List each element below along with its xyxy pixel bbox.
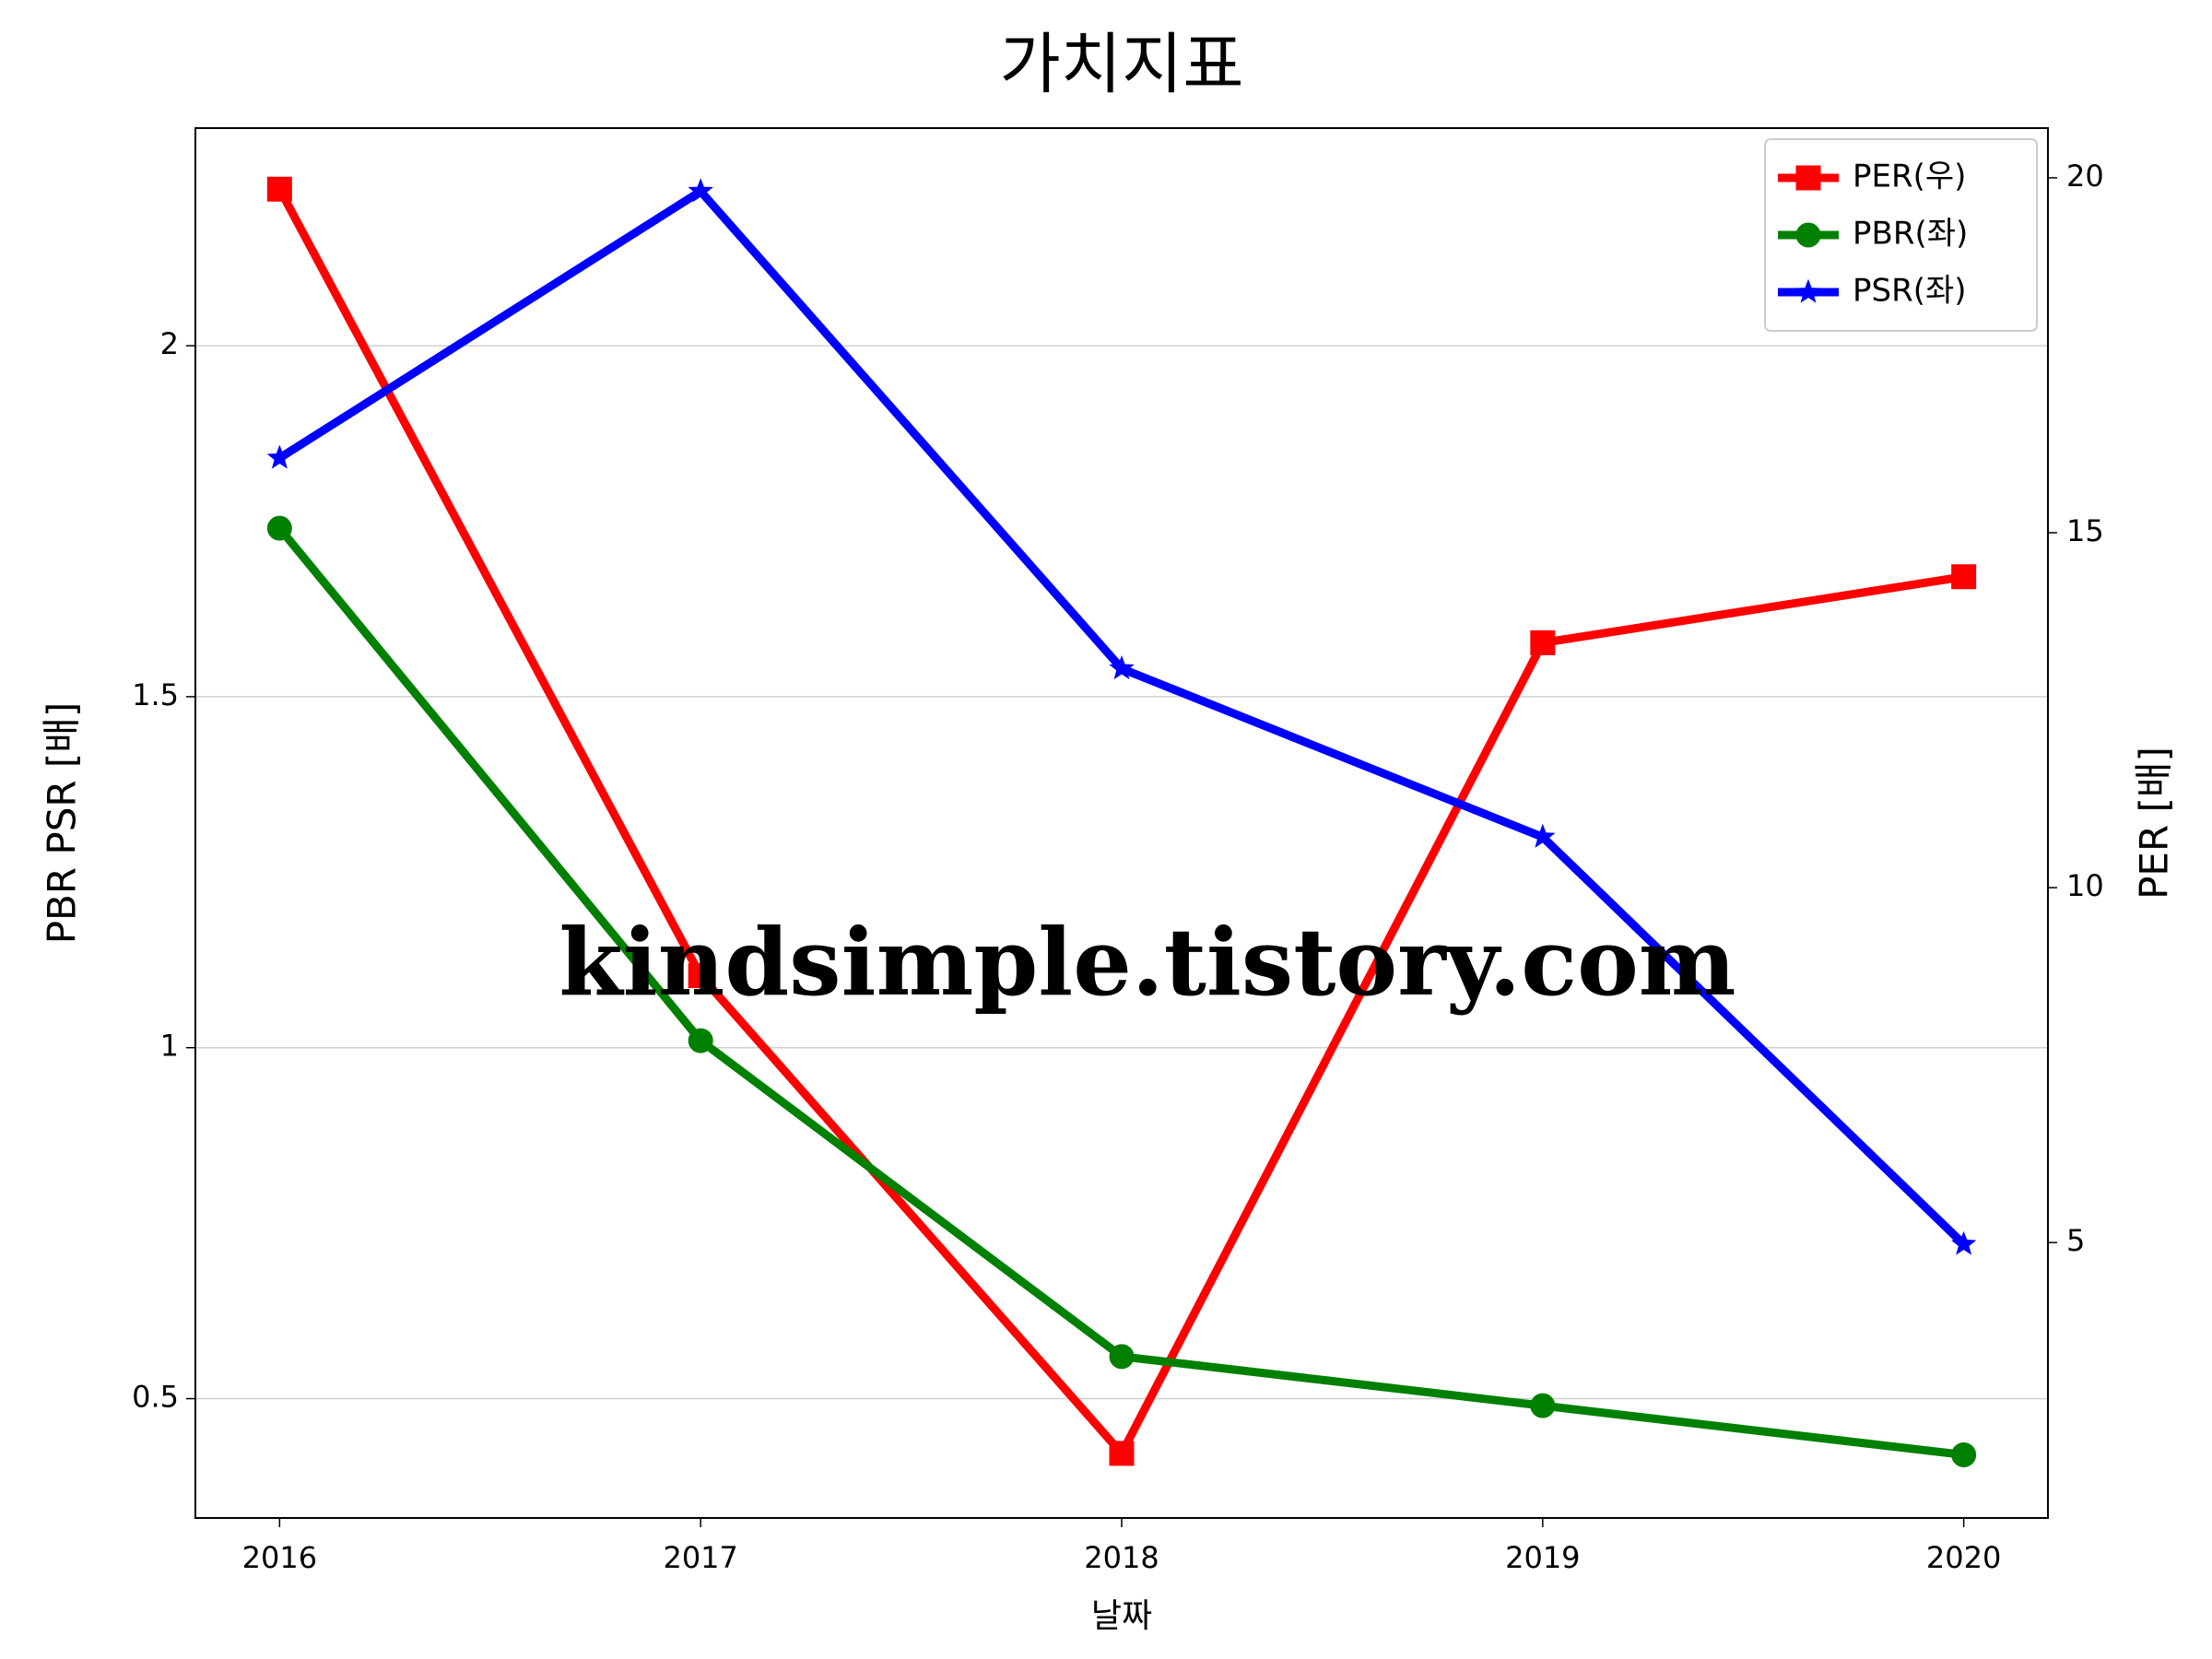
y2-tick-label: 5 — [2066, 1223, 2085, 1258]
legend-label: PBR(좌) — [1853, 216, 1968, 253]
marker — [1530, 823, 1556, 848]
x-tick-label: 2020 — [1926, 1540, 2001, 1575]
marker — [266, 444, 293, 469]
marker — [1109, 1344, 1135, 1370]
y2-tick-label: 20 — [2066, 159, 2104, 194]
marker — [688, 1028, 713, 1053]
legend-label: PER(우) — [1853, 159, 1966, 195]
marker — [1950, 1230, 1977, 1255]
marker — [1951, 564, 1977, 590]
plot-frame — [194, 127, 2049, 1519]
legend-marker — [1795, 222, 1821, 248]
x-tick-label: 2018 — [1084, 1540, 1159, 1575]
legend-label: PSR(좌) — [1853, 273, 1967, 310]
y-tick-label: 1.5 — [132, 677, 179, 712]
legend-frame — [1764, 138, 2038, 332]
y-tick-label: 0.5 — [132, 1380, 179, 1415]
series-line — [276, 187, 1967, 1248]
legend: PER(우) PBR(좌) PSR(좌) — [1764, 138, 2038, 332]
marker — [688, 178, 713, 203]
y-tick-label: 1 — [160, 1029, 179, 1064]
x-axis-label: 날짜 — [1091, 1597, 1152, 1635]
x-tick-label: 2016 — [242, 1540, 317, 1575]
marker — [1109, 1441, 1135, 1466]
marker — [688, 963, 713, 989]
x-tick-label: 2017 — [663, 1540, 737, 1575]
marker — [1530, 629, 1556, 655]
chart-title: 가치지표 — [1000, 26, 1244, 103]
legend-marker — [1795, 278, 1821, 303]
y2-tick-label: 10 — [2066, 868, 2104, 903]
marker — [266, 515, 292, 541]
series-line — [276, 187, 1965, 1458]
marker — [1109, 654, 1135, 680]
annotation: kindsimple.tistory.com — [559, 908, 1735, 1017]
marker — [266, 176, 292, 202]
marker — [1530, 1393, 1556, 1418]
legend-marker — [1795, 165, 1821, 191]
marker — [1951, 1441, 1977, 1467]
y2-axis-label: PER [배] — [2132, 747, 2177, 900]
y-axis-label: PBR PSR [배] — [40, 702, 85, 945]
x-tick-label: 2019 — [1505, 1540, 1580, 1575]
y-tick-label: 2 — [160, 326, 179, 361]
y2-tick-label: 15 — [2066, 513, 2104, 548]
